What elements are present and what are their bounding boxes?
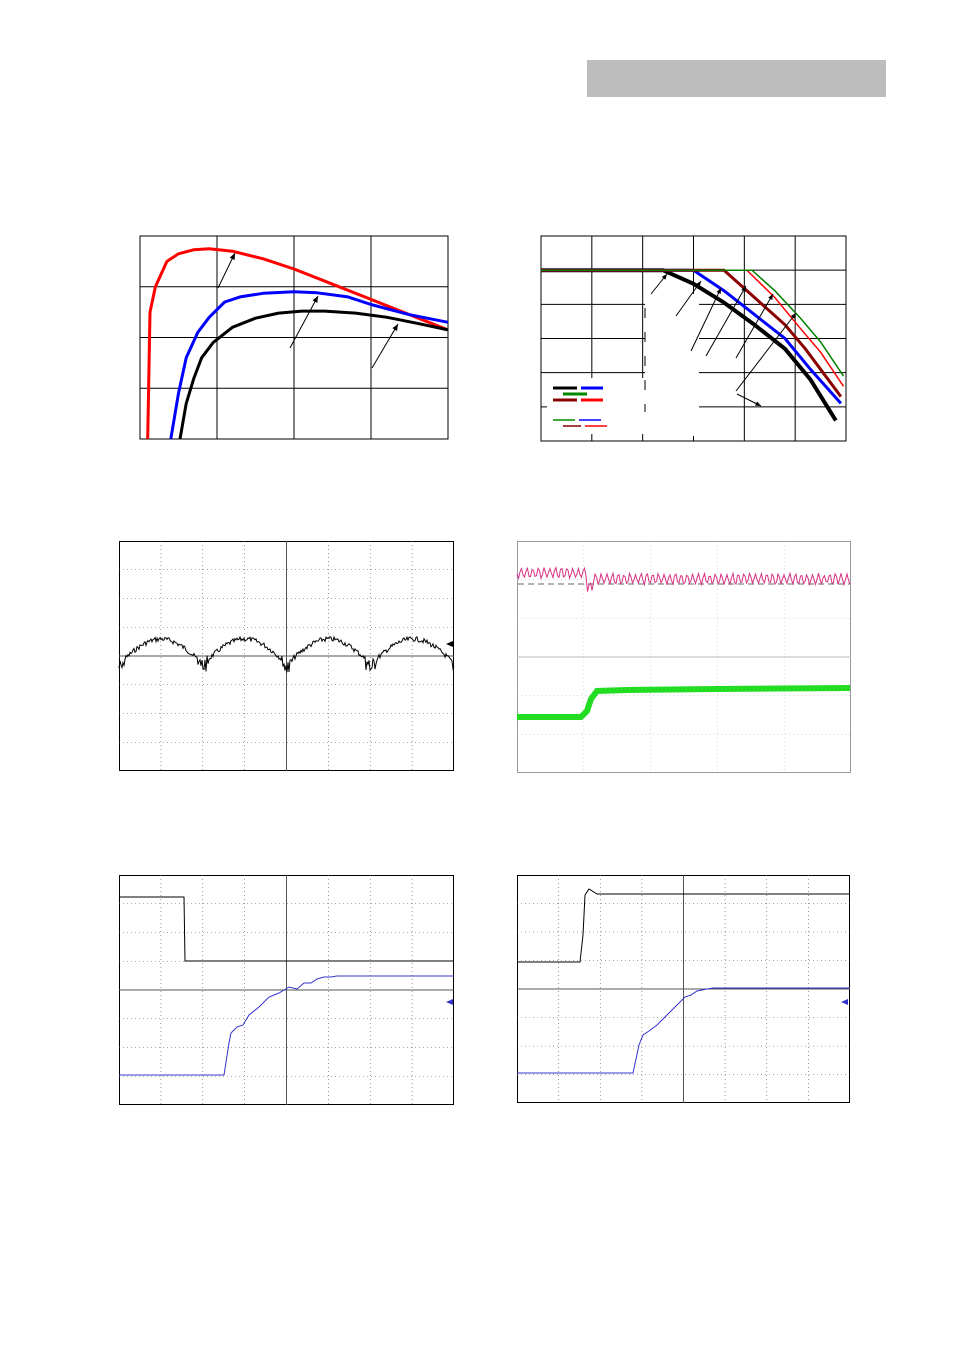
- chart-1-series-1: [146, 247, 449, 440]
- scope-4-turnon: [517, 875, 850, 1103]
- chart-2-legend: [547, 294, 699, 436]
- chart-1-series-2: [169, 290, 449, 440]
- chart-2-annotation-arrow: [735, 312, 797, 392]
- chart-2-derating: [540, 235, 847, 442]
- chart-2-label-area: [645, 294, 699, 436]
- chart-1-series-3: [178, 309, 449, 440]
- chart-2-arrowhead: [741, 286, 746, 292]
- chart-1-arrowhead: [312, 296, 318, 303]
- scope-1-grid: [119, 541, 454, 771]
- scope-2-transient: [516, 541, 851, 773]
- chart-1-annotation-arrow: [217, 252, 236, 289]
- scope-2-trace-2: [517, 685, 851, 720]
- scope-3-level-marker: [446, 999, 453, 1005]
- chart-2-annotation-arrow: [675, 280, 702, 317]
- chart-1-arrowhead: [229, 253, 235, 260]
- chart-2-arrowhead: [755, 401, 761, 406]
- chart-2-arrowhead: [695, 281, 701, 287]
- chart-2-annotation-arrow: [735, 293, 774, 359]
- scope-4-level-marker: [841, 999, 848, 1005]
- chart-1-arrowhead: [392, 324, 398, 331]
- scope-1-level-marker: [446, 641, 453, 647]
- scope-3-trace-1: [119, 896, 454, 962]
- scope-4-trace-2: [517, 987, 850, 1074]
- chart-1-annotation-arrow: [371, 323, 399, 369]
- chart-2-arrowhead: [661, 274, 667, 280]
- scope-4-trace-1: [517, 888, 850, 963]
- scope-2-trace-1: [516, 566, 851, 592]
- scope-1-trace: [118, 635, 455, 673]
- chart-2-series-5: [541, 269, 845, 377]
- header-bar: [587, 60, 886, 97]
- chart-2-arrowhead: [716, 288, 721, 294]
- scope-1-ripple: [118, 541, 455, 771]
- chart-2-annotation-arrow: [705, 285, 747, 357]
- chart-2-series-1: [541, 268, 838, 422]
- scope-4-grid: [517, 875, 850, 1103]
- scope-2-grid: [517, 541, 851, 773]
- chart-1-annotation-arrow: [289, 295, 319, 349]
- chart-2-arrowhead: [768, 294, 773, 300]
- chart-2-annotation-arrow: [690, 287, 722, 352]
- chart-1-efficiency: [139, 235, 449, 440]
- scope-3-turnoff: [119, 875, 454, 1105]
- chart-2-arrowhead: [790, 313, 796, 319]
- scope-3-grid: [119, 875, 454, 1105]
- scope-3-trace-2: [119, 975, 454, 1076]
